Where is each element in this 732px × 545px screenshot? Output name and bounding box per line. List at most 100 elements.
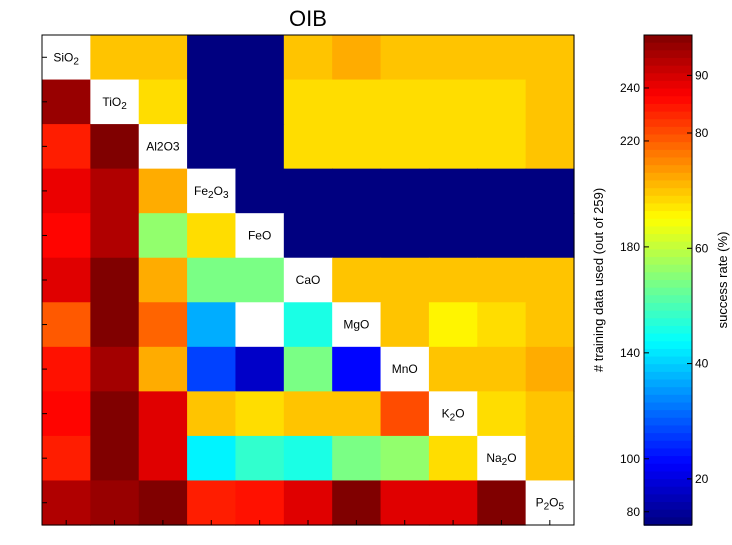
colorbar-segment — [644, 394, 692, 404]
colorbar-segment — [644, 134, 692, 143]
heatmap-cell — [525, 168, 575, 214]
colorbar-tick-label: 60 — [695, 241, 709, 255]
colorbar-segment — [644, 119, 692, 128]
colorbar-segment — [644, 310, 692, 320]
heatmap-cell — [187, 435, 237, 482]
heatmap-cell — [235, 35, 285, 81]
heatmap-cell — [380, 35, 430, 81]
colorbar-segment — [644, 287, 692, 297]
heatmap-cell — [42, 35, 91, 81]
heatmap-cell — [477, 124, 527, 170]
heatmap-cell — [380, 213, 430, 259]
colorbar-segment — [644, 448, 692, 457]
heatmap-cell — [42, 391, 91, 437]
colorbar-segment — [644, 226, 692, 235]
heatmap-cell — [138, 435, 188, 482]
colorbar-segment — [644, 172, 692, 182]
diagonal-label-CaO: CaO — [296, 273, 321, 287]
heatmap-cell — [380, 124, 430, 170]
heatmap-cell — [187, 391, 237, 437]
colorbar-segment — [644, 371, 692, 381]
colorbar-tick-label: 90 — [695, 68, 709, 82]
training-axis-label: # training data used (out of 259) — [591, 188, 606, 372]
heatmap-cell — [90, 257, 140, 303]
heatmap-cell — [477, 346, 527, 392]
colorbar-segment — [644, 234, 692, 243]
heatmap-cell — [187, 168, 237, 214]
heatmap-cell — [235, 480, 285, 526]
colorbar-segment — [644, 302, 692, 312]
colorbar-axis-label: success rate (%) — [715, 232, 730, 329]
heatmap-cell — [187, 35, 237, 81]
heatmap-cell — [380, 346, 430, 392]
heatmap-cell — [332, 302, 382, 348]
heatmap-cell — [332, 168, 382, 214]
heatmap-cell — [525, 35, 575, 81]
heatmap-cell — [477, 391, 527, 437]
colorbar-segment — [644, 417, 692, 427]
colorbar-segment — [644, 126, 692, 136]
heatmap-cell — [90, 391, 140, 437]
heatmap-cell — [525, 391, 575, 437]
heatmap-cell — [428, 168, 478, 214]
colorbar-segment — [644, 249, 692, 258]
heatmap-cell — [187, 124, 237, 170]
heatmap-cell — [42, 302, 91, 348]
heatmap-cell — [380, 435, 430, 482]
diagonal-label-TiO2: TiO2 — [102, 95, 127, 112]
colorbar-segment — [644, 486, 692, 496]
heatmap-cell — [235, 79, 285, 125]
chart-title: OIB — [289, 6, 327, 31]
heatmap-cell — [477, 435, 527, 482]
heatmap-cell — [42, 257, 91, 303]
heatmap-cell — [428, 435, 478, 482]
heatmap-cell — [187, 346, 237, 392]
heatmap-cell — [90, 168, 140, 214]
heatmap-cell — [477, 168, 527, 214]
colorbar-segment — [644, 295, 692, 304]
heatmap-cell — [138, 35, 188, 81]
heatmap-cell — [332, 391, 382, 437]
heatmap-cell — [138, 124, 188, 170]
heatmap-cell — [525, 435, 575, 482]
heatmap-cell — [283, 391, 333, 437]
colorbar-segment — [644, 103, 692, 113]
colorbar-segment — [644, 142, 692, 151]
colorbar-segment — [644, 387, 692, 396]
heatmap-cell — [138, 213, 188, 259]
colorbar-segment — [644, 272, 692, 281]
training-axis-tick-label: 240 — [620, 81, 640, 95]
heatmap-cell — [187, 213, 237, 259]
colorbar-segment — [644, 364, 692, 373]
colorbar-segment — [644, 180, 692, 189]
colorbar-segment — [644, 410, 692, 419]
heatmap-cell — [428, 346, 478, 392]
heatmap-cell — [283, 302, 333, 348]
heatmap-cell — [235, 168, 285, 214]
colorbar-segment — [644, 494, 692, 503]
training-axis-tick-label: 80 — [627, 505, 641, 519]
heatmap-cell — [525, 346, 575, 392]
colorbar-segment — [644, 96, 692, 105]
colorbar-segment — [644, 211, 692, 220]
colorbar-segment — [644, 433, 692, 442]
heatmap-cell — [477, 480, 527, 526]
training-axis-tick-label: 220 — [620, 134, 640, 148]
colorbar-segment — [644, 218, 692, 228]
heatmap-cell — [525, 79, 575, 125]
heatmap-cell — [380, 391, 430, 437]
heatmap-cell — [90, 346, 140, 392]
colorbar-segment — [644, 517, 692, 526]
heatmap-cell — [235, 124, 285, 170]
heatmap-cell — [332, 213, 382, 259]
colorbar-segment — [644, 157, 692, 166]
diagonal-label-P2O5: P2O5 — [536, 496, 565, 513]
heatmap-cell — [235, 213, 285, 259]
heatmap-cell — [428, 124, 478, 170]
colorbar-segment — [644, 356, 692, 366]
heatmap-cell — [332, 257, 382, 303]
diagonal-label-FeO: FeO — [248, 228, 271, 242]
colorbar-segment — [644, 379, 692, 388]
heatmap-cell — [90, 35, 140, 81]
heatmap-cell — [477, 213, 527, 259]
